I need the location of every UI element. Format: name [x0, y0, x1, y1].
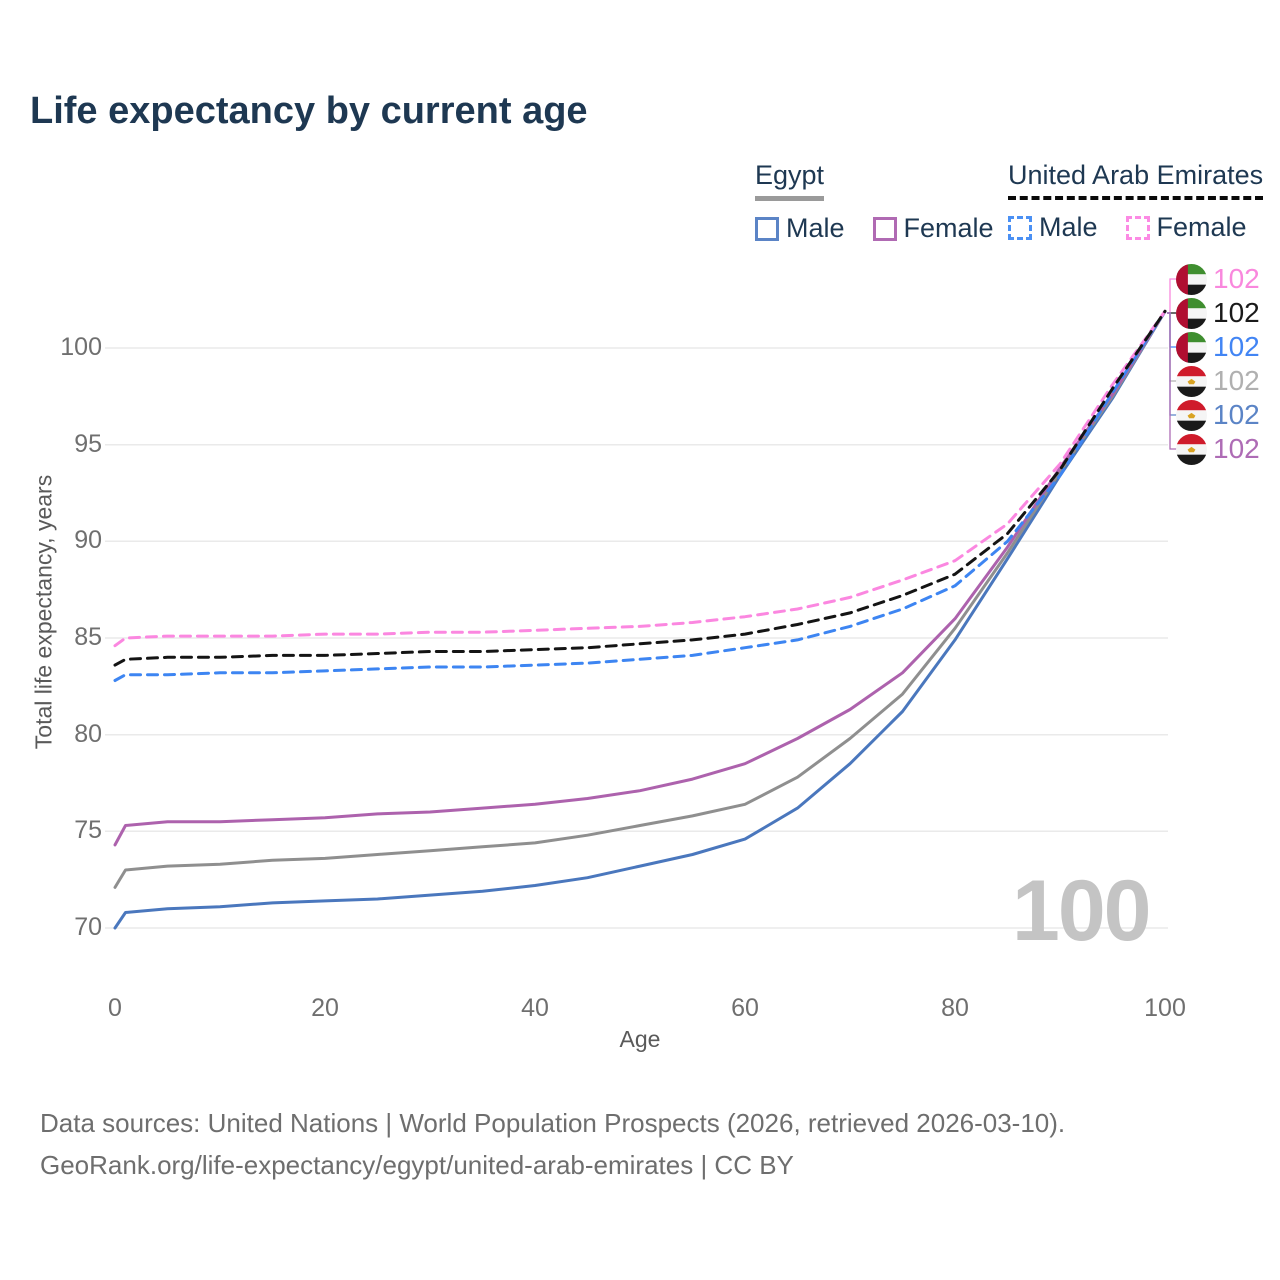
end-label-uae-male: 102	[1176, 330, 1260, 364]
egypt-flag-icon	[1176, 365, 1207, 397]
series-line-united-arab-emirates-female	[113, 309, 1167, 648]
y-tick-label: 70	[74, 913, 102, 941]
series-line-egypt-female	[113, 309, 1167, 847]
legend-uae: United Arab Emirates Male Female	[1008, 160, 1264, 243]
legend-egypt-male[interactable]: Male	[755, 213, 845, 244]
egypt-flag-icon	[1176, 399, 1207, 431]
end-label-connector	[1167, 312, 1177, 450]
georank-link-text[interactable]: GeoRank.org/life-expectancy/egypt/united…	[40, 1150, 794, 1180]
end-label-uae-female: 102	[1176, 262, 1260, 296]
series-line-egypt-male	[113, 309, 1167, 930]
series-line-united-arab-emirates-male	[113, 309, 1167, 682]
legend-egypt: Egypt Male Female	[755, 160, 1022, 244]
data-sources-text: Data sources: United Nations | World Pop…	[40, 1108, 1066, 1138]
egypt-female-swatch-icon	[872, 216, 897, 241]
end-label-uae-both: 102	[1176, 296, 1260, 330]
series-line-egypt-both-sexes	[113, 309, 1167, 889]
series-line-united-arab-emirates-both-sexes	[113, 309, 1167, 667]
legend-egypt-female[interactable]: Female	[872, 213, 994, 244]
end-labels: 102 102 102	[1176, 262, 1260, 466]
legend-uae-header[interactable]: United Arab Emirates	[1008, 160, 1264, 200]
legend-uae-male[interactable]: Male	[1008, 212, 1098, 243]
page-title: Life expectancy by current age	[30, 90, 588, 132]
hover-age-watermark: 100	[1012, 863, 1151, 959]
x-axis-title: Age	[619, 1026, 661, 1052]
legend-uae-female[interactable]: Female	[1125, 212, 1247, 243]
y-tick-label: 90	[74, 526, 102, 555]
x-tick-label: 100	[1144, 994, 1186, 1022]
uae-flag-icon	[1176, 263, 1207, 295]
x-tick-label: 0	[108, 994, 122, 1022]
y-tick-label: 85	[74, 623, 102, 651]
x-tick-label: 80	[941, 994, 969, 1022]
uae-flag-icon	[1176, 331, 1207, 363]
x-tick-label: 20	[311, 994, 339, 1022]
x-tick-label: 40	[521, 994, 549, 1022]
legend-egypt-header[interactable]: Egypt	[755, 160, 825, 201]
uae-flag-icon	[1176, 297, 1207, 329]
x-tick-label: 60	[731, 994, 759, 1022]
uae-female-swatch-icon	[1125, 215, 1150, 240]
end-label-egypt-both: 102	[1176, 364, 1260, 398]
end-label-egypt-female: 102	[1176, 432, 1260, 466]
egypt-male-swatch-icon	[755, 216, 779, 241]
y-axis-title: Total life expectancy, years	[30, 474, 57, 750]
uae-male-swatch-icon	[1008, 215, 1032, 240]
end-label-egypt-male: 102	[1176, 398, 1260, 432]
y-tick-label: 75	[74, 816, 102, 845]
egypt-flag-icon	[1176, 433, 1207, 465]
y-tick-label: 100	[60, 333, 102, 361]
y-tick-label: 95	[74, 429, 102, 458]
y-tick-label: 80	[74, 719, 102, 748]
